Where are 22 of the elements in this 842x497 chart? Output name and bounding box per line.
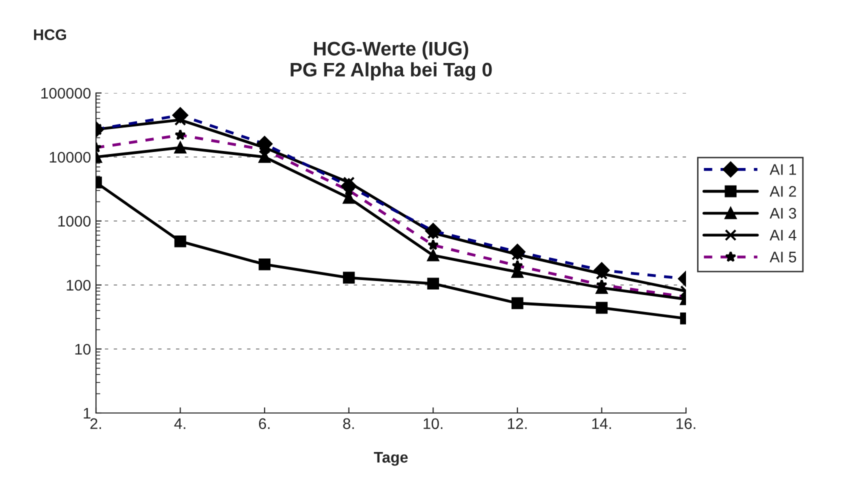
legend-label: AI 1 bbox=[770, 164, 796, 175]
legend-label: AI 4 bbox=[770, 230, 796, 240]
x-tick-label: 16. bbox=[676, 418, 696, 430]
y-tick-label: 100 bbox=[66, 280, 91, 291]
y-tick-label: 1 bbox=[84, 408, 90, 419]
y-tick-label: 10 bbox=[75, 344, 91, 355]
x-tick-label: 4. bbox=[174, 418, 186, 429]
legend-label: AI 5 bbox=[770, 252, 796, 262]
x-tick-label: 2. bbox=[90, 418, 101, 429]
chart-title: HCG-Werte (IUG) PG F2 Alpha bei Tag 0 bbox=[290, 41, 492, 80]
x-tick-label: 12. bbox=[508, 418, 527, 429]
legend-label: AI 3 bbox=[770, 208, 796, 219]
y-tick-label: 10000 bbox=[50, 152, 91, 163]
x-tick-label: 10. bbox=[424, 418, 442, 430]
legend-label: AI 2 bbox=[770, 186, 796, 197]
x-axis-title: Tage bbox=[374, 452, 408, 466]
y-tick-label: 1000 bbox=[58, 216, 91, 227]
x-tick-label: 6. bbox=[258, 418, 270, 430]
y-tick-label: 100000 bbox=[41, 88, 91, 99]
y-axis-title: HCG bbox=[34, 29, 66, 40]
x-tick-label: 8. bbox=[343, 418, 354, 430]
x-tick-label: 14. bbox=[592, 418, 611, 429]
